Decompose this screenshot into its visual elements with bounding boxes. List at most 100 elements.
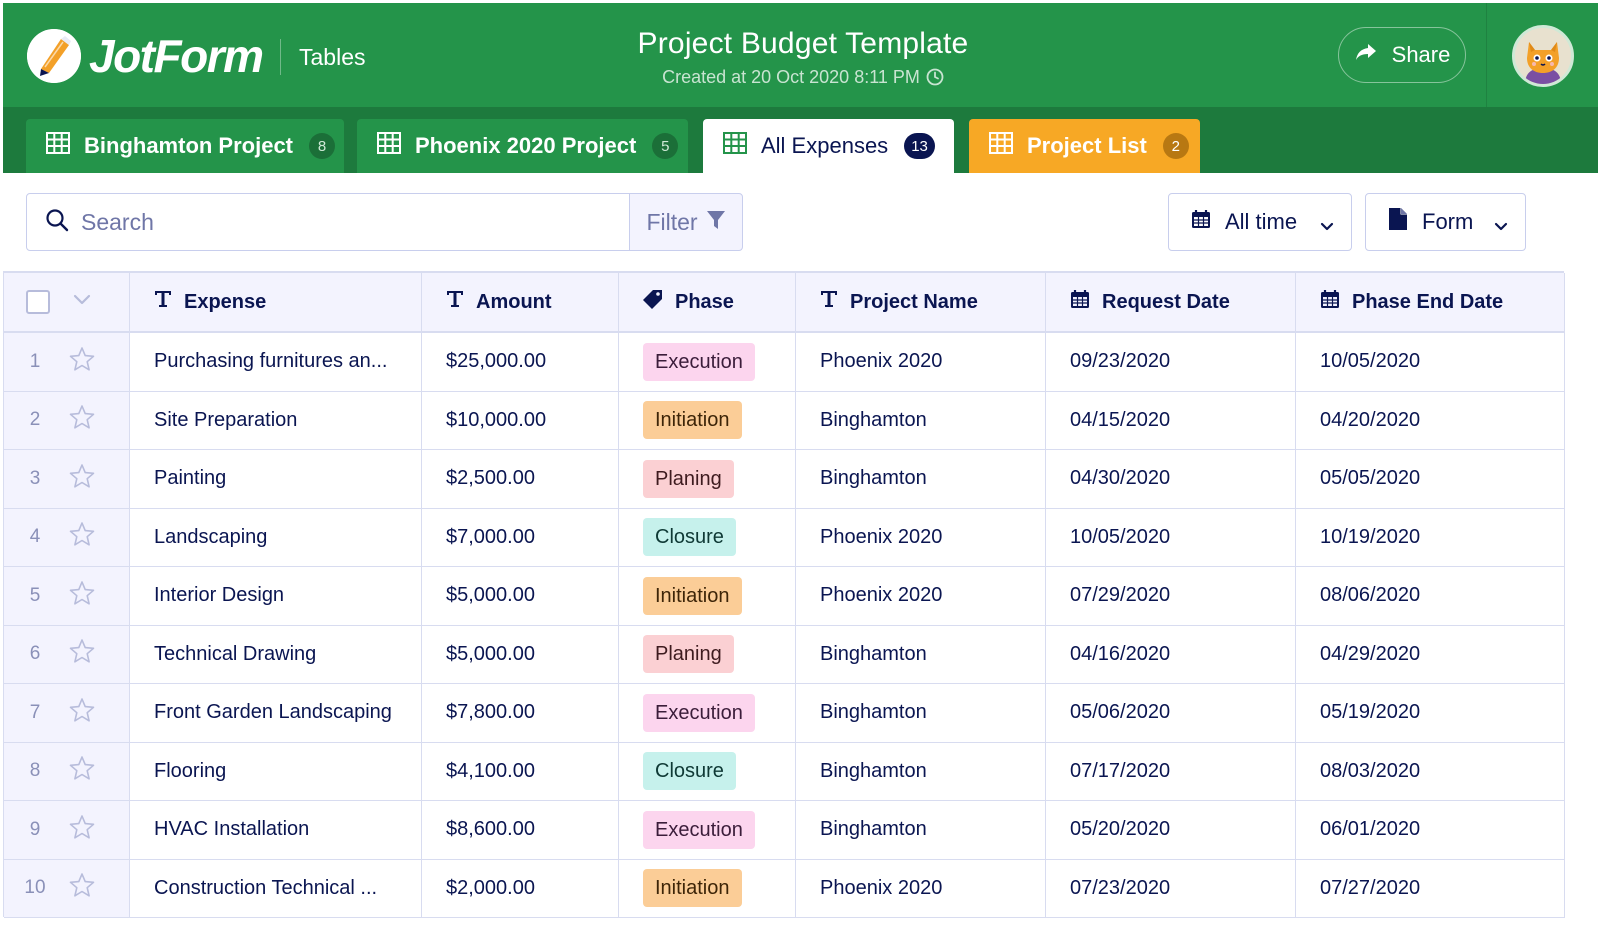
request-date-cell[interactable]: 04/16/2020 bbox=[1046, 625, 1296, 683]
page-title[interactable]: Project Budget Template bbox=[637, 27, 969, 60]
star-icon[interactable] bbox=[69, 755, 95, 787]
project-name-cell[interactable]: Binghamton bbox=[796, 391, 1046, 449]
amount-cell[interactable]: $2,000.00 bbox=[422, 859, 619, 917]
phase-end-date-cell[interactable]: 04/20/2020 bbox=[1296, 391, 1565, 449]
phase-cell[interactable]: Initiation bbox=[619, 859, 796, 917]
request-date-cell[interactable]: 10/05/2020 bbox=[1046, 508, 1296, 566]
request-date-cell[interactable]: 04/30/2020 bbox=[1046, 450, 1296, 508]
expense-cell[interactable]: Painting bbox=[130, 450, 422, 508]
select-all-checkbox[interactable] bbox=[26, 290, 50, 314]
phase-end-date-cell[interactable]: 06/01/2020 bbox=[1296, 801, 1565, 859]
phase-end-date-cell[interactable]: 04/29/2020 bbox=[1296, 625, 1565, 683]
phase-end-date-cell[interactable]: 10/19/2020 bbox=[1296, 508, 1565, 566]
star-icon[interactable] bbox=[69, 580, 95, 612]
share-button[interactable]: Share bbox=[1338, 27, 1466, 83]
phase-cell[interactable]: Execution bbox=[619, 801, 796, 859]
expense-cell[interactable]: Construction Technical ... bbox=[130, 859, 422, 917]
star-icon[interactable] bbox=[69, 521, 95, 553]
filter-button[interactable]: Filter bbox=[629, 193, 743, 251]
project-name-cell[interactable]: Phoenix 2020 bbox=[796, 508, 1046, 566]
request-date-cell[interactable]: 05/06/2020 bbox=[1046, 684, 1296, 742]
column-header-project-name[interactable]: Project Name bbox=[796, 273, 1046, 331]
phase-end-date-cell[interactable]: 10/05/2020 bbox=[1296, 333, 1565, 391]
column-header-request-date[interactable]: Request Date bbox=[1046, 273, 1296, 331]
amount-cell[interactable]: $10,000.00 bbox=[422, 391, 619, 449]
table-row[interactable]: 6 Technical Drawing $5,000.00 Planing Bi… bbox=[4, 625, 1565, 684]
expense-cell[interactable]: Technical Drawing bbox=[130, 625, 422, 683]
tab-all-expenses[interactable]: All Expenses 13 bbox=[703, 119, 954, 173]
phase-cell[interactable]: Initiation bbox=[619, 567, 796, 625]
project-name-cell[interactable]: Phoenix 2020 bbox=[796, 859, 1046, 917]
star-icon[interactable] bbox=[69, 638, 95, 670]
request-date-cell[interactable]: 07/29/2020 bbox=[1046, 567, 1296, 625]
amount-cell[interactable]: $7,000.00 bbox=[422, 508, 619, 566]
amount-cell[interactable]: $2,500.00 bbox=[422, 450, 619, 508]
table-row[interactable]: 1 Purchasing furnitures an... $25,000.00… bbox=[4, 333, 1565, 392]
expense-cell[interactable]: Front Garden Landscaping bbox=[130, 684, 422, 742]
star-icon[interactable] bbox=[69, 404, 95, 436]
star-icon[interactable] bbox=[69, 346, 95, 378]
phase-cell[interactable]: Planing bbox=[619, 450, 796, 508]
jotform-logo[interactable]: JotForm bbox=[27, 27, 264, 85]
table-row[interactable]: 4 Landscaping $7,000.00 Closure Phoenix … bbox=[4, 508, 1565, 567]
column-header-amount[interactable]: Amount bbox=[422, 273, 619, 331]
amount-cell[interactable]: $25,000.00 bbox=[422, 333, 619, 391]
table-row[interactable]: 7 Front Garden Landscaping $7,800.00 Exe… bbox=[4, 684, 1565, 743]
request-date-cell[interactable]: 04/15/2020 bbox=[1046, 391, 1296, 449]
section-label[interactable]: Tables bbox=[299, 44, 366, 70]
search-box[interactable] bbox=[26, 193, 630, 251]
phase-end-date-cell[interactable]: 08/03/2020 bbox=[1296, 742, 1565, 800]
project-name-cell[interactable]: Binghamton bbox=[796, 801, 1046, 859]
amount-cell[interactable]: $8,600.00 bbox=[422, 801, 619, 859]
tab-binghamton-project[interactable]: Binghamton Project 8 bbox=[26, 119, 344, 173]
expense-cell[interactable]: HVAC Installation bbox=[130, 801, 422, 859]
project-name-cell[interactable]: Binghamton bbox=[796, 684, 1046, 742]
tab-phoenix-2020-project[interactable]: Phoenix 2020 Project 5 bbox=[357, 119, 688, 173]
phase-end-date-cell[interactable]: 05/05/2020 bbox=[1296, 450, 1565, 508]
expense-cell[interactable]: Landscaping bbox=[130, 508, 422, 566]
request-date-cell[interactable]: 07/17/2020 bbox=[1046, 742, 1296, 800]
request-date-cell[interactable]: 07/23/2020 bbox=[1046, 859, 1296, 917]
amount-cell[interactable]: $7,800.00 bbox=[422, 684, 619, 742]
project-name-cell[interactable]: Phoenix 2020 bbox=[796, 567, 1046, 625]
phase-end-date-cell[interactable]: 08/06/2020 bbox=[1296, 567, 1565, 625]
project-name-cell[interactable]: Binghamton bbox=[796, 742, 1046, 800]
search-input[interactable] bbox=[81, 208, 601, 236]
amount-cell[interactable]: $5,000.00 bbox=[422, 567, 619, 625]
chevron-down-icon[interactable] bbox=[72, 289, 92, 315]
star-icon[interactable] bbox=[69, 814, 95, 846]
project-name-cell[interactable]: Phoenix 2020 bbox=[796, 333, 1046, 391]
table-row[interactable]: 9 HVAC Installation $8,600.00 Execution … bbox=[4, 801, 1565, 860]
project-name-cell[interactable]: Binghamton bbox=[796, 450, 1046, 508]
phase-cell[interactable]: Execution bbox=[619, 684, 796, 742]
phase-end-date-cell[interactable]: 05/19/2020 bbox=[1296, 684, 1565, 742]
request-date-cell[interactable]: 09/23/2020 bbox=[1046, 333, 1296, 391]
amount-cell[interactable]: $4,100.00 bbox=[422, 742, 619, 800]
project-name-cell[interactable]: Binghamton bbox=[796, 625, 1046, 683]
table-row[interactable]: 3 Painting $2,500.00 Planing Binghamton … bbox=[4, 450, 1565, 509]
avatar[interactable] bbox=[1512, 25, 1574, 87]
table-row[interactable]: 10 Construction Technical ... $2,000.00 … bbox=[4, 859, 1565, 918]
star-icon[interactable] bbox=[69, 697, 95, 729]
request-date-cell[interactable]: 05/20/2020 bbox=[1046, 801, 1296, 859]
phase-cell[interactable]: Initiation bbox=[619, 391, 796, 449]
phase-cell[interactable]: Planing bbox=[619, 625, 796, 683]
column-header-phase-end-date[interactable]: Phase End Date bbox=[1296, 273, 1565, 331]
phase-end-date-cell[interactable]: 07/27/2020 bbox=[1296, 859, 1565, 917]
phase-cell[interactable]: Closure bbox=[619, 508, 796, 566]
form-dropdown[interactable]: Form bbox=[1365, 193, 1526, 251]
date-range-dropdown[interactable]: All time bbox=[1168, 193, 1352, 251]
table-row[interactable]: 2 Site Preparation $10,000.00 Initiation… bbox=[4, 391, 1565, 450]
table-row[interactable]: 5 Interior Design $5,000.00 Initiation P… bbox=[4, 567, 1565, 626]
expense-cell[interactable]: Interior Design bbox=[130, 567, 422, 625]
expense-cell[interactable]: Flooring bbox=[130, 742, 422, 800]
phase-cell[interactable]: Execution bbox=[619, 333, 796, 391]
star-icon[interactable] bbox=[69, 872, 95, 904]
star-icon[interactable] bbox=[69, 463, 95, 495]
column-header-expense[interactable]: Expense bbox=[130, 273, 422, 331]
tab-project-list[interactable]: Project List 2 bbox=[969, 119, 1200, 173]
amount-cell[interactable]: $5,000.00 bbox=[422, 625, 619, 683]
column-header-phase[interactable]: Phase bbox=[619, 273, 796, 331]
expense-cell[interactable]: Purchasing furnitures an... bbox=[130, 333, 422, 391]
expense-cell[interactable]: Site Preparation bbox=[130, 391, 422, 449]
